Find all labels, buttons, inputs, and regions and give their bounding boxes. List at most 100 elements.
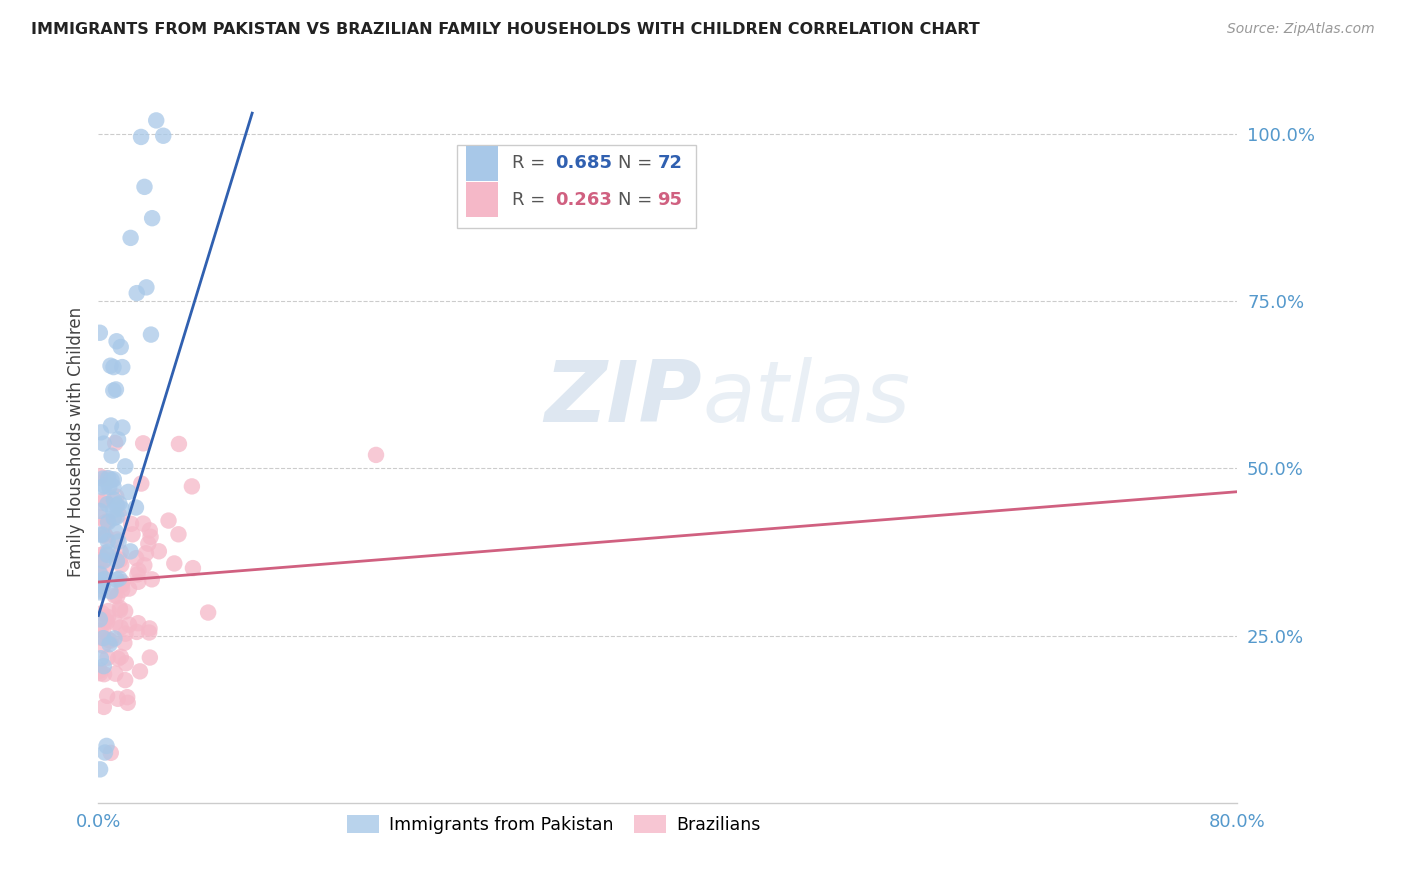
- Point: [121, 527, 143, 541]
- Point: [91, 606, 114, 620]
- Point: [94, 515, 117, 529]
- Point: [120, 544, 142, 558]
- FancyBboxPatch shape: [467, 183, 498, 217]
- Point: [129, 476, 152, 491]
- Point: [97, 610, 120, 624]
- Point: [110, 620, 132, 634]
- Point: [97, 650, 120, 665]
- Point: [93, 554, 115, 568]
- Point: [127, 574, 149, 589]
- Point: [139, 524, 162, 538]
- Point: [104, 666, 127, 681]
- Point: [364, 448, 387, 462]
- Point: [93, 527, 115, 541]
- Point: [132, 516, 155, 531]
- Point: [197, 606, 219, 620]
- Point: [114, 626, 136, 640]
- Point: [105, 510, 128, 524]
- Point: [89, 510, 111, 524]
- Point: [103, 472, 125, 486]
- Point: [103, 632, 125, 646]
- Point: [89, 566, 111, 580]
- Point: [125, 624, 148, 639]
- Point: [96, 689, 118, 703]
- Point: [94, 746, 117, 760]
- Point: [120, 516, 142, 531]
- Point: [89, 664, 111, 678]
- Point: [111, 582, 134, 597]
- Point: [96, 471, 118, 485]
- Text: 95: 95: [658, 191, 682, 209]
- Point: [91, 527, 114, 541]
- Point: [94, 529, 117, 543]
- Point: [100, 359, 122, 373]
- Point: [103, 503, 125, 517]
- Point: [167, 437, 190, 451]
- Point: [93, 492, 115, 507]
- Point: [97, 632, 120, 647]
- Point: [108, 601, 131, 615]
- Point: [107, 534, 129, 549]
- Point: [90, 651, 112, 665]
- Point: [107, 433, 129, 447]
- Point: [93, 564, 115, 578]
- Point: [100, 418, 122, 433]
- Point: [89, 548, 111, 562]
- Point: [105, 490, 128, 504]
- Point: [103, 480, 125, 494]
- Point: [100, 449, 122, 463]
- Point: [89, 582, 111, 596]
- Point: [93, 572, 115, 586]
- Point: [139, 327, 162, 342]
- Point: [93, 700, 115, 714]
- Point: [105, 573, 128, 587]
- Point: [129, 130, 152, 145]
- Point: [91, 496, 114, 510]
- Point: [91, 574, 114, 588]
- Point: [114, 604, 136, 618]
- Point: [93, 479, 115, 493]
- Point: [107, 691, 129, 706]
- Point: [114, 459, 136, 474]
- Point: [118, 582, 141, 596]
- Point: [141, 211, 163, 226]
- Point: [135, 280, 157, 294]
- Point: [136, 537, 159, 551]
- Point: [89, 762, 111, 776]
- Point: [105, 589, 128, 603]
- Legend: Immigrants from Pakistan, Brazilians: Immigrants from Pakistan, Brazilians: [340, 808, 768, 841]
- Point: [134, 558, 156, 573]
- Point: [89, 585, 111, 599]
- Point: [104, 436, 127, 450]
- Point: [120, 231, 142, 245]
- Point: [89, 583, 111, 598]
- Point: [93, 631, 115, 645]
- Point: [100, 633, 122, 648]
- Point: [104, 524, 127, 539]
- Text: R =: R =: [512, 191, 551, 209]
- Point: [148, 544, 170, 558]
- Point: [94, 546, 117, 560]
- Point: [163, 557, 186, 571]
- Point: [145, 113, 167, 128]
- Point: [100, 473, 122, 487]
- Point: [141, 572, 163, 586]
- Text: 0.685: 0.685: [555, 154, 612, 172]
- Point: [91, 579, 114, 593]
- Point: [110, 340, 132, 354]
- Point: [125, 500, 148, 515]
- Point: [167, 527, 190, 541]
- Point: [90, 574, 112, 588]
- Point: [104, 383, 127, 397]
- Point: [97, 471, 120, 485]
- Point: [108, 508, 131, 522]
- Point: [135, 546, 157, 560]
- Point: [118, 617, 141, 632]
- Point: [89, 553, 111, 567]
- Point: [127, 567, 149, 582]
- Point: [138, 625, 160, 640]
- Point: [181, 561, 204, 575]
- Point: [89, 469, 111, 483]
- Text: ZIP: ZIP: [544, 357, 702, 440]
- FancyBboxPatch shape: [467, 146, 498, 180]
